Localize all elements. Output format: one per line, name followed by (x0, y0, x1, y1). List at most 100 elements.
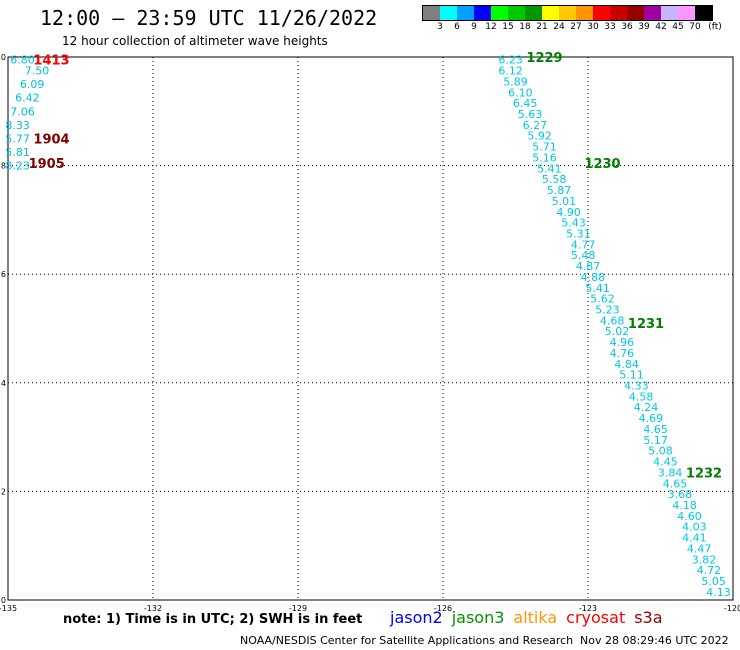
pass-time-label: 1413 (33, 54, 69, 69)
legend-swatch (423, 6, 440, 20)
wave-height-value: 6.27 (523, 119, 548, 132)
wave-height-value: 4.47 (687, 542, 712, 555)
legend-label: 33 (604, 22, 616, 32)
pass-time-label: 1232 (686, 466, 722, 481)
pass-time-label: 1229 (526, 51, 562, 66)
lat-tick-label: 0 (1, 596, 6, 605)
legend-label: 6 (454, 22, 460, 32)
wave-height-value: 3.82 (692, 553, 717, 566)
satellite-label: s3a (634, 608, 663, 627)
lat-tick-label: 4 (1, 379, 6, 388)
wave-height-value: 3.68 (668, 488, 693, 501)
pass-time-label: 1231 (628, 317, 664, 332)
legend-swatch (610, 6, 627, 20)
wave-height-value: 5.11 (619, 369, 644, 382)
wave-height-value: 4.72 (697, 564, 722, 577)
wave-height-value: 4.87 (576, 260, 601, 273)
pass-time-label: 1905 (29, 157, 65, 172)
wave-height-value: 4.13 (706, 586, 731, 599)
lon-tick-label: -123 (579, 604, 597, 613)
wave-height-value: 6.80 (10, 54, 35, 67)
wave-height-value: 6.10 (508, 86, 533, 99)
wave-height-value: 5.43 (561, 217, 586, 230)
wave-height-value: 4.41 (682, 532, 707, 545)
wave-height-value: 5.89 (503, 75, 528, 88)
legend-label: 39 (638, 22, 650, 32)
wave-height-value: 4.65 (663, 477, 688, 490)
map-frame (7, 56, 734, 601)
wave-height-value: 6.09 (20, 78, 45, 91)
wave-height-value: 5.63 (518, 108, 543, 121)
legend-swatch (491, 6, 508, 20)
legend-swatch (457, 6, 474, 20)
wave-height-value: 4.60 (677, 510, 702, 523)
wave-height-value: 3.84 (658, 466, 683, 479)
legend-swatch (559, 6, 576, 20)
legend-swatch (440, 6, 457, 20)
wave-height-value: 4.96 (610, 336, 635, 349)
wave-height-value: 4.45 (653, 456, 678, 469)
lon-tick-label: -132 (144, 604, 162, 613)
lon-tick-label: -129 (289, 604, 307, 613)
wave-height-value: 5.92 (527, 130, 552, 143)
legend-label: 9 (471, 22, 477, 32)
wave-height-value: 5.81 (5, 146, 30, 159)
wave-height-value: 5.31 (566, 227, 591, 240)
wave-height-value: 5.16 (532, 151, 557, 164)
legend-swatch (644, 6, 661, 20)
wave-height-value: 4.65 (643, 423, 668, 436)
wave-height-value: 4.03 (682, 521, 707, 534)
satellite-label: cryosat (566, 608, 626, 627)
legend-label: 45 (672, 22, 684, 32)
wave-height-value: 8.23 (5, 160, 30, 173)
legend-unit: (ft) (708, 22, 722, 32)
wave-height-value: 7.50 (25, 65, 50, 78)
wave-height-value: 4.88 (581, 271, 606, 284)
legend-label: 12 (485, 22, 497, 32)
legend-swatch (525, 6, 542, 20)
legend-swatch (576, 6, 593, 20)
legend-swatch (593, 6, 610, 20)
wave-height-value: 4.68 (600, 314, 625, 327)
wave-height-value: 5.87 (547, 184, 572, 197)
wave-height-value: 4.58 (629, 390, 654, 403)
satellite-legend: jason2 jason3 altika cryosat s3a (390, 608, 672, 627)
footer-credit: NOAA/NESDIS Center for Satellite Applica… (240, 634, 574, 647)
wave-height-value: 6.45 (513, 97, 538, 110)
legend-label: 21 (536, 22, 548, 32)
satellite-label: jason3 (451, 608, 505, 627)
lat-tick-label: 8 (1, 162, 6, 171)
satellite-label: jason2 (390, 608, 443, 627)
legend-label: 42 (655, 22, 667, 32)
pass-time-label: 1230 (584, 157, 620, 172)
legend-label: 18 (519, 22, 531, 32)
wave-height-value: 6.12 (498, 65, 523, 78)
legend-label: 30 (587, 22, 599, 32)
lon-tick-label: -135 (0, 604, 17, 613)
wave-height-value: 5.05 (701, 575, 726, 588)
pass-time-label: 1904 (33, 132, 69, 147)
wave-height-value: 5.02 (605, 325, 630, 338)
wave-height-value: 5.71 (532, 141, 557, 154)
legend-swatch (542, 6, 559, 20)
legend-swatch (508, 6, 525, 20)
wave-height-value: 8.33 (5, 119, 30, 132)
legend-swatch (678, 6, 695, 20)
page-subtitle: 12 hour collection of altimeter wave hei… (62, 34, 328, 48)
wave-height-value: 4.76 (610, 347, 635, 360)
wave-height-value: 4.69 (639, 412, 664, 425)
legend-swatch (661, 6, 678, 20)
wave-height-value: 5.48 (571, 249, 596, 262)
wave-height-value: 4.18 (672, 499, 697, 512)
legend-swatch (474, 6, 491, 20)
legend-label: 3 (437, 22, 443, 32)
wave-height-value: 5.08 (648, 445, 673, 458)
legend-label: 27 (570, 22, 582, 32)
wave-height-value: 5.23 (595, 303, 620, 316)
wave-height-value: 4.24 (634, 401, 659, 414)
footer-timestamp: Nov 28 08:29:46 UTC 2022 (580, 634, 729, 647)
lat-tick-label: 10 (0, 53, 6, 62)
lon-tick-label: -126 (434, 604, 452, 613)
wave-height-value: 4.90 (556, 206, 581, 219)
